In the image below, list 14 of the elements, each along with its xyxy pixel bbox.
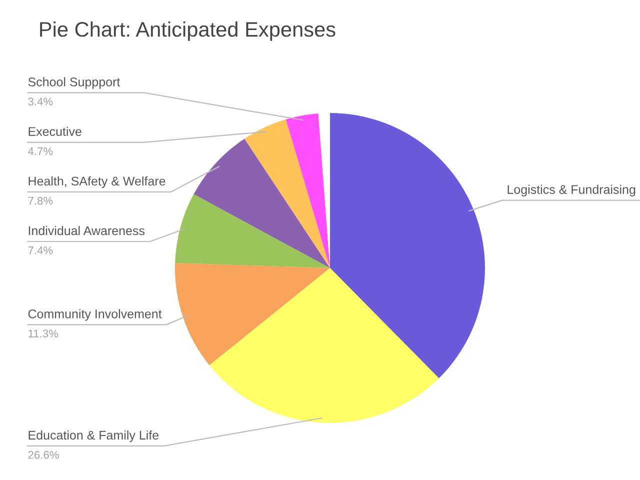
slice-label: Executive (28, 126, 82, 136)
slice-label: School Suppport (28, 77, 120, 89)
data-label: 7.4% (28, 246, 53, 254)
slice-label: Community Involvement (28, 309, 162, 321)
data-label: 7.8% (28, 196, 53, 205)
slice-label: Education & Family Life (28, 430, 159, 442)
slice-label: Health, SAfety & Welfare (28, 176, 166, 188)
data-label: 3.4% (28, 98, 53, 106)
data-label: 26.6% (28, 450, 59, 459)
data-label: 11.3% (28, 330, 58, 338)
slice-label: Logistics & Fundraising (508, 184, 636, 196)
data-label: 4.7% (28, 147, 53, 156)
chart-title: Pie Chart: Anticipated Expenses (40, 21, 336, 41)
slice-label: Individual Awareness (28, 226, 145, 236)
